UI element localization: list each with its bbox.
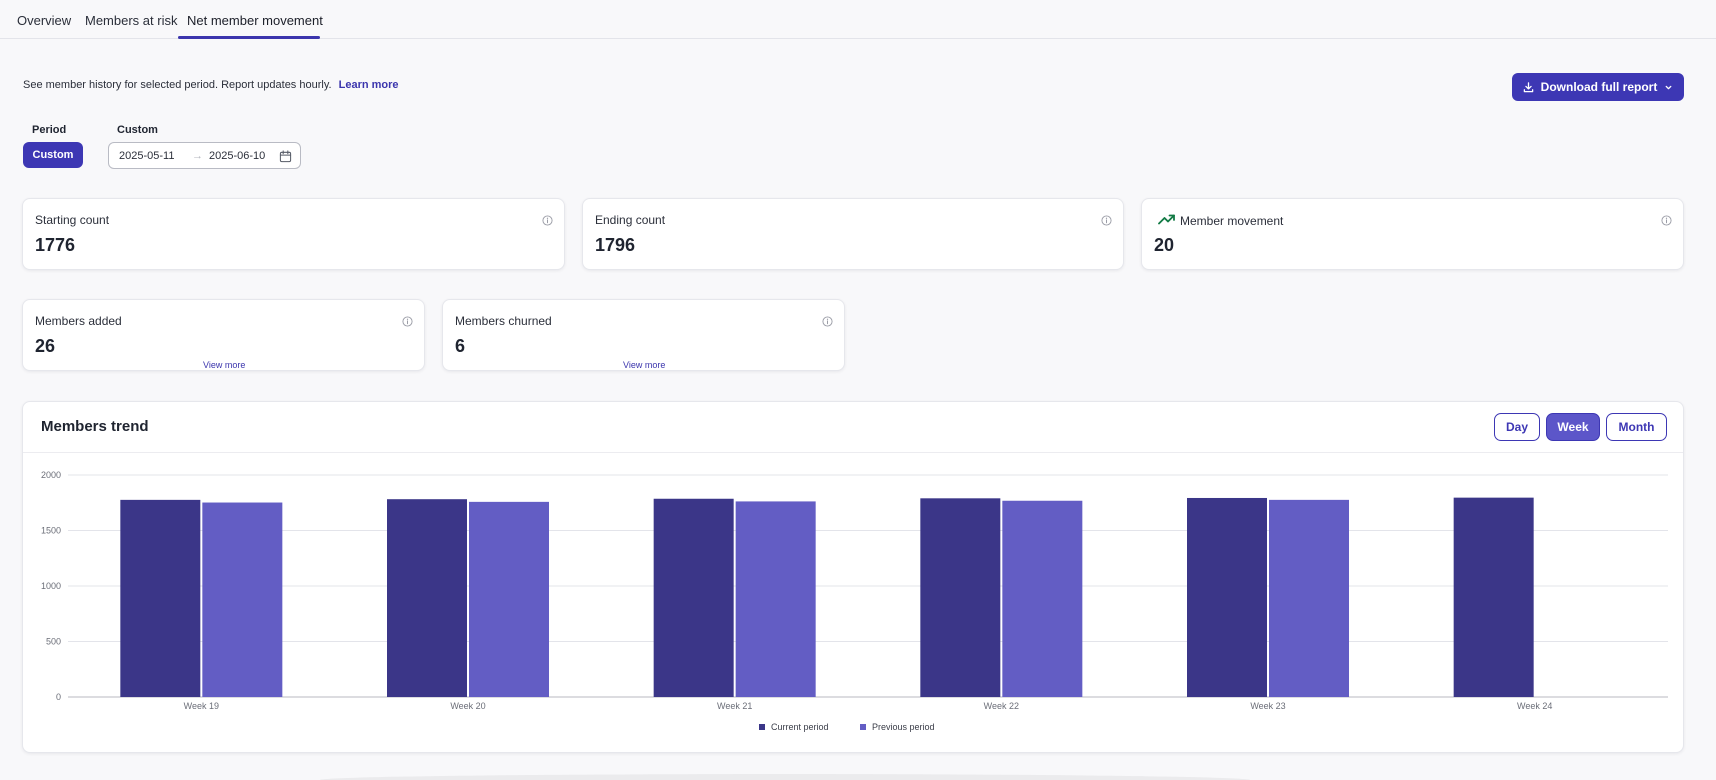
bar-previous-period [202,502,283,697]
period-label: Period [32,124,67,136]
bar-current-period [1187,497,1267,697]
x-tick-label: Week 23 [1250,701,1285,711]
legend-swatch [860,724,866,730]
bar-current-period [120,499,201,697]
member-movement-card: Member movement 20 [1141,198,1684,270]
y-tick-label: 0 [56,692,61,702]
tab-overview[interactable]: Overview [17,13,72,28]
custom-period-button[interactable]: Custom [23,142,83,168]
date-range-picker[interactable]: 2025-05-11 → 2025-06-10 [108,142,301,169]
x-tick-label: Week 19 [184,701,219,711]
start-date[interactable]: 2025-05-11 [119,150,175,162]
ending-count-card: Ending count 1796 [582,198,1124,270]
custom-label: Custom [117,124,158,136]
x-tick-label: Week 20 [450,701,485,711]
x-tick-label: Week 21 [717,701,752,711]
granularity-week-button[interactable]: Week [1546,413,1600,441]
chevron-down-icon [1664,83,1673,92]
members-added-label: Members added [35,314,122,328]
members-added-value: 26 [35,336,56,356]
members-trend-chart: 0 500 1000 1500 2000 Week 19 Week 20 Week 21 Wee… [41,470,1668,732]
download-full-report-button[interactable]: Download full report [1512,73,1684,101]
info-icon[interactable] [822,314,833,332]
bar-previous-period [469,501,549,697]
members-churned-value: 6 [455,336,466,356]
download-icon [1523,81,1534,93]
bar-current-period [653,498,734,697]
member-movement-value: 20 [1154,235,1175,255]
starting-count-value: 1776 [35,235,76,255]
bar-previous-period [1269,499,1349,697]
members-trend-card: Members trend Day Week Month 0 500 1000 150… [22,401,1684,753]
calendar-icon[interactable] [279,150,292,166]
legend-swatch [759,724,765,730]
scroll-shadow [320,774,1250,780]
tab-net-member-movement[interactable]: Net member movement [187,13,323,28]
info-icon[interactable] [542,213,553,231]
x-tick-label: Week 22 [984,701,1019,711]
info-icon[interactable] [1661,213,1672,231]
granularity-day-button[interactable]: Day [1494,413,1540,441]
members-churned-label: Members churned [455,314,552,328]
legend-label: Current period [771,722,829,732]
members-churned-card: Members churned 6 View more [442,299,845,371]
learn-more-link[interactable]: Learn more [338,79,399,91]
ending-count-label: Ending count [595,213,666,227]
y-tick-label: 1000 [41,581,61,591]
members-added-card: Members added 26 View more [22,299,425,371]
bar-current-period [387,499,467,697]
active-tab-indicator [178,36,320,39]
end-date[interactable]: 2025-06-10 [209,150,266,162]
ending-count-value: 1796 [595,235,636,255]
date-range-arrow: → [192,150,203,162]
chart-header-divider [23,452,1683,453]
chart-title: Members trend [41,418,149,435]
legend-label: Previous period [872,722,935,732]
members-churned-view-more-link[interactable]: View more [623,360,666,370]
member-movement-label: Member movement [1180,214,1284,228]
info-icon[interactable] [1101,213,1112,231]
info-icon[interactable] [402,314,413,332]
y-tick-label: 2000 [41,470,61,480]
y-tick-label: 500 [46,637,61,647]
trending-up-icon [1158,212,1176,230]
report-info-text: See member history for selected period. … [23,79,332,91]
y-tick-label: 1500 [41,526,61,536]
bar-previous-period [1002,500,1083,697]
x-tick-label: Week 24 [1517,701,1552,711]
download-label: Download full report [1540,80,1658,94]
tab-members-at-risk[interactable]: Members at risk [85,13,178,28]
starting-count-card: Starting count 1776 [22,198,565,270]
bar-previous-period [735,501,816,697]
report-info: See member history for selected period. … [23,79,399,91]
starting-count-label: Starting count [35,213,110,227]
members-added-view-more-link[interactable]: View more [203,360,246,370]
granularity-month-button[interactable]: Month [1606,413,1667,441]
bar-current-period [920,498,1001,697]
bar-current-period [1453,497,1534,697]
tab-bar: Overview Members at risk Net member move… [0,0,1716,39]
